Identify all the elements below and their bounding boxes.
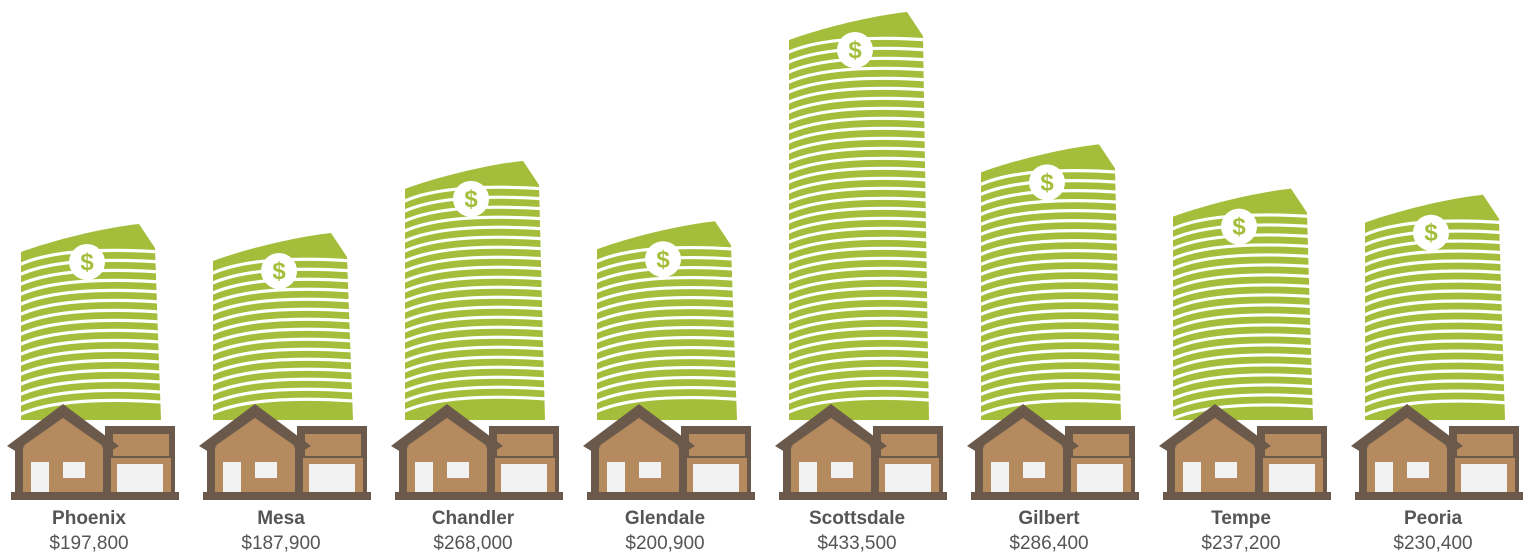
category-label: Glendale [625, 508, 705, 529]
money-stack-icon: $ [211, 232, 355, 420]
bar-chandler: $ Chandler $268,000 [391, 160, 563, 554]
house-icon [1351, 404, 1523, 500]
value-label: $200,900 [625, 533, 704, 554]
svg-text:$: $ [848, 37, 862, 64]
value-label: $187,900 [241, 533, 320, 554]
category-label: Peoria [1404, 508, 1463, 529]
value-label: $197,800 [49, 533, 128, 554]
house-icon [391, 404, 563, 500]
value-label: $268,000 [433, 533, 512, 554]
money-stack-icon: $ [595, 221, 739, 420]
bar-phoenix: $ Phoenix $197,800 [7, 224, 179, 554]
dollar-coin-icon [453, 180, 489, 217]
money-stack-icon: $ [19, 224, 163, 420]
svg-text:$: $ [272, 258, 286, 285]
value-label: $286,400 [1009, 533, 1088, 554]
money-stack-icon: $ [403, 160, 547, 420]
money-stack-icon: $ [1363, 194, 1507, 420]
bar-gilbert: $ Gilbert $286,400 [967, 144, 1139, 554]
dollar-coin-icon [1413, 214, 1449, 251]
bar-scottsdale: $ Scottsdale $433,500 [775, 12, 947, 554]
category-label: Scottsdale [809, 508, 905, 529]
bar-mesa: $ Mesa $187,900 [199, 232, 371, 554]
money-stack-icon: $ [1171, 188, 1315, 421]
house-icon [967, 404, 1139, 500]
dollar-coin-icon [1221, 208, 1257, 245]
money-stack-icon: $ [787, 12, 931, 420]
dollar-coin-icon [1029, 164, 1065, 201]
house-icon [7, 404, 179, 500]
dollar-coin-icon [837, 32, 873, 68]
category-label: Phoenix [52, 508, 126, 529]
category-label: Tempe [1211, 508, 1271, 529]
bar-tempe: $ Tempe $237,200 [1159, 188, 1331, 554]
svg-text:$: $ [1424, 220, 1438, 247]
svg-text:$: $ [656, 246, 670, 273]
house-icon [199, 404, 371, 500]
value-label: $433,500 [817, 533, 896, 554]
svg-text:$: $ [80, 249, 94, 276]
bar-glendale: $ Glendale $200,900 [583, 221, 755, 554]
house-icon [775, 404, 947, 500]
category-label: Gilbert [1018, 508, 1080, 529]
bar-peoria: $ Peoria $230,400 [1351, 194, 1523, 554]
dollar-coin-icon [645, 241, 681, 278]
money-stack-icon: $ [979, 144, 1123, 420]
dollar-coin-icon [69, 244, 105, 281]
dollar-coin-icon [261, 252, 297, 289]
category-label: Chandler [432, 508, 515, 529]
value-label: $230,400 [1393, 533, 1472, 554]
svg-text:$: $ [1232, 214, 1246, 241]
svg-text:$: $ [1040, 169, 1054, 196]
svg-text:$: $ [464, 186, 478, 213]
house-icon [1159, 404, 1331, 500]
value-label: $237,200 [1201, 533, 1280, 554]
house-icon [583, 404, 755, 500]
category-label: Mesa [257, 508, 305, 529]
